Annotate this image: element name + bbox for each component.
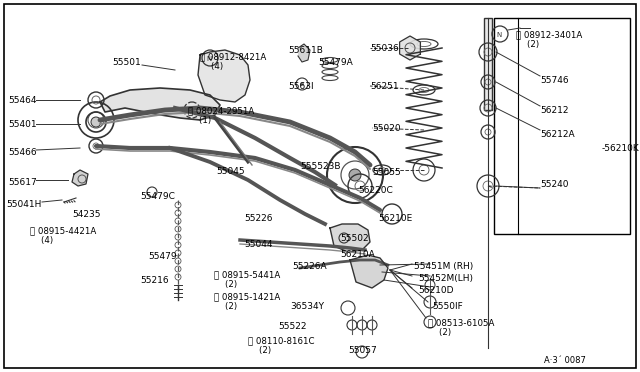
Polygon shape <box>298 44 310 62</box>
Text: 56210E: 56210E <box>378 214 412 223</box>
Circle shape <box>91 117 101 127</box>
Polygon shape <box>399 36 420 60</box>
Text: 55055: 55055 <box>372 168 401 177</box>
Text: (2): (2) <box>214 280 237 289</box>
Text: 56220C: 56220C <box>358 186 393 195</box>
Text: 55522: 55522 <box>278 322 307 331</box>
Text: (4): (4) <box>200 62 223 71</box>
Text: 55479A: 55479A <box>318 58 353 67</box>
Text: 56210A: 56210A <box>340 250 375 259</box>
Text: 56210D: 56210D <box>418 286 454 295</box>
Text: 55044: 55044 <box>244 240 273 249</box>
Text: (2): (2) <box>516 40 539 49</box>
Circle shape <box>300 82 304 86</box>
Polygon shape <box>198 50 250 102</box>
Bar <box>494 18 630 234</box>
Text: B: B <box>188 108 193 114</box>
Text: 56212: 56212 <box>540 106 568 115</box>
Text: Ⓣ 08915-1421A: Ⓣ 08915-1421A <box>214 292 280 301</box>
Text: 55611B: 55611B <box>288 46 323 55</box>
Text: 55226: 55226 <box>244 214 273 223</box>
Text: 55479C: 55479C <box>140 192 175 201</box>
Text: 55746: 55746 <box>540 76 568 85</box>
Text: Ⓣ 08915-5441A: Ⓣ 08915-5441A <box>214 270 280 279</box>
Text: 55401: 55401 <box>8 120 36 129</box>
Text: (1): (1) <box>188 116 211 125</box>
Polygon shape <box>100 88 220 120</box>
Text: 36534Y: 36534Y <box>290 302 324 311</box>
Text: (2): (2) <box>428 328 451 337</box>
Text: 55479: 55479 <box>148 252 177 261</box>
Text: 55057: 55057 <box>348 346 377 355</box>
Text: -56210K: -56210K <box>602 144 640 153</box>
Text: 55501: 55501 <box>112 58 141 67</box>
Text: N: N <box>497 32 502 38</box>
Polygon shape <box>330 224 370 252</box>
Bar <box>484 18 492 110</box>
Text: 55452M(LH): 55452M(LH) <box>418 274 473 283</box>
Text: 55020: 55020 <box>372 124 401 133</box>
Text: 5563I: 5563I <box>288 82 314 91</box>
Text: 55502: 55502 <box>340 234 369 243</box>
Text: Ⓝ 08912-8421A: Ⓝ 08912-8421A <box>200 52 266 61</box>
Text: 55045: 55045 <box>216 167 244 176</box>
Text: Ⓑ 08024-2951A: Ⓑ 08024-2951A <box>188 106 254 115</box>
Text: Ⓣ 08915-4421A: Ⓣ 08915-4421A <box>30 226 96 235</box>
Polygon shape <box>350 255 388 288</box>
Text: 55466: 55466 <box>8 148 36 157</box>
Text: 55617: 55617 <box>8 178 36 187</box>
Polygon shape <box>72 170 88 186</box>
Text: Ⓝ 08912-3401A: Ⓝ 08912-3401A <box>516 30 582 39</box>
Text: A·3´ 0087: A·3´ 0087 <box>544 356 586 365</box>
Circle shape <box>349 169 361 181</box>
Text: 54235: 54235 <box>72 210 100 219</box>
Text: 55036: 55036 <box>370 44 399 53</box>
Text: 56212A: 56212A <box>540 130 575 139</box>
Text: (2): (2) <box>214 302 237 311</box>
Text: (2): (2) <box>248 346 271 355</box>
Text: Ⓢ 08513-6105A: Ⓢ 08513-6105A <box>428 318 494 327</box>
Text: 55451M (RH): 55451M (RH) <box>414 262 473 271</box>
Text: 55041H: 55041H <box>6 200 42 209</box>
Text: 55226A: 55226A <box>292 262 326 271</box>
Text: 55464: 55464 <box>8 96 36 105</box>
Text: 5550lF: 5550lF <box>432 302 463 311</box>
Text: Ⓑ 08110-8161C: Ⓑ 08110-8161C <box>248 336 314 345</box>
Circle shape <box>93 117 99 123</box>
Text: 56251: 56251 <box>370 82 399 91</box>
Text: 55216: 55216 <box>140 276 168 285</box>
Text: N: N <box>206 56 212 62</box>
Text: 555523B: 555523B <box>300 162 340 171</box>
Text: 55240: 55240 <box>540 180 568 189</box>
Text: (4): (4) <box>30 236 53 245</box>
